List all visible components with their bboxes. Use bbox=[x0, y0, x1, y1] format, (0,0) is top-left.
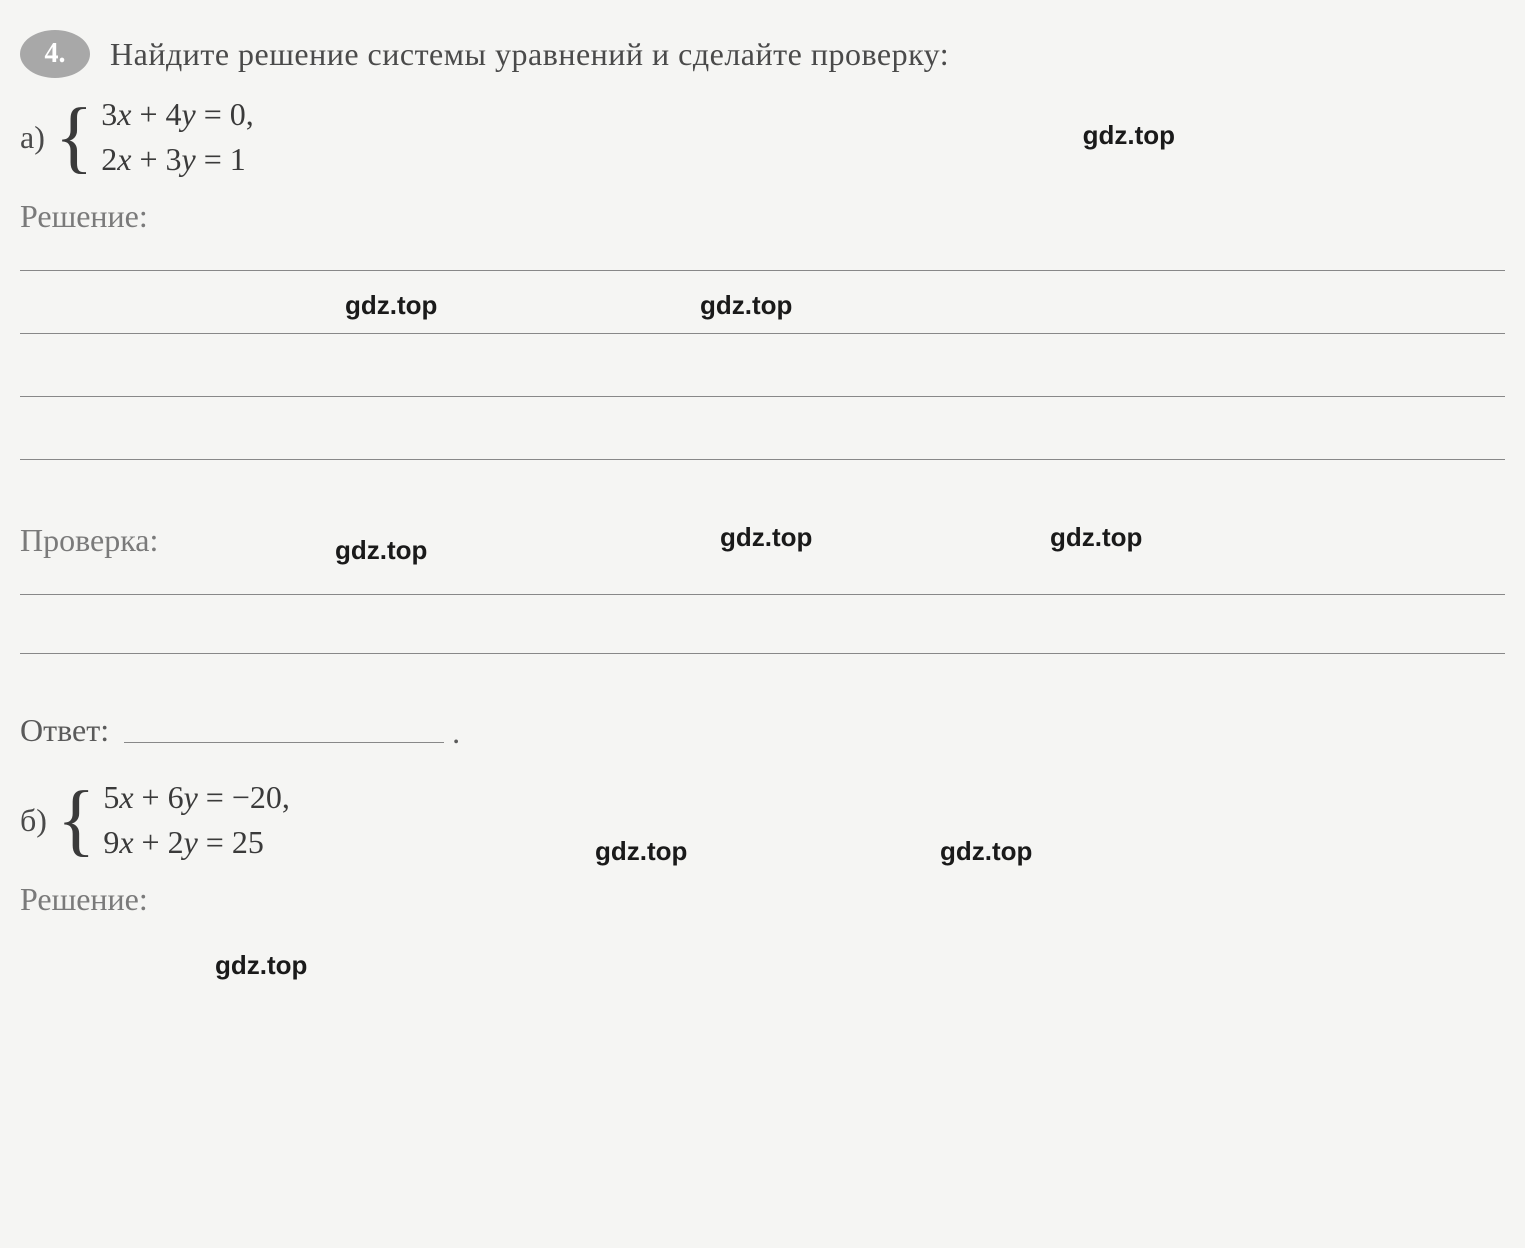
answer-section-a: Ответ: . bbox=[20, 712, 1505, 749]
brace-container-a: { 3x + 4y = 0, 2x + 3y = 1 bbox=[55, 96, 254, 178]
blank-line bbox=[20, 653, 1505, 654]
equations-b: 5x + 6y = −20, 9x + 2y = 25 bbox=[103, 779, 290, 861]
answer-blank-line bbox=[124, 742, 444, 743]
solution-label-a: Решение: bbox=[20, 198, 1505, 235]
answer-period: . bbox=[452, 714, 460, 751]
problem-number: 4. bbox=[45, 38, 66, 70]
problem-instruction: Найдите решение системы уравнений и сдел… bbox=[110, 36, 949, 73]
part-a-label: а) bbox=[20, 119, 45, 156]
problem-number-badge: 4. bbox=[20, 30, 90, 78]
problem-header: 4. Найдите решение системы уравнений и с… bbox=[20, 30, 1505, 78]
check-lines-a bbox=[20, 594, 1505, 654]
watermark: gdz.top bbox=[595, 836, 687, 867]
left-brace-icon: { bbox=[55, 105, 93, 169]
watermark: gdz.top bbox=[215, 950, 307, 981]
watermark: gdz.top bbox=[1083, 120, 1175, 151]
blank-line bbox=[20, 459, 1505, 460]
watermark: gdz.top bbox=[335, 535, 427, 566]
brace-container-b: { 5x + 6y = −20, 9x + 2y = 25 bbox=[57, 779, 290, 861]
watermark: gdz.top bbox=[700, 290, 792, 321]
blank-line bbox=[20, 333, 1505, 334]
watermark: gdz.top bbox=[940, 836, 1032, 867]
part-a-system: а) { 3x + 4y = 0, 2x + 3y = 1 bbox=[20, 96, 1505, 178]
equations-a: 3x + 4y = 0, 2x + 3y = 1 bbox=[101, 96, 254, 178]
solution-label-b: Решение: bbox=[20, 881, 1505, 918]
watermark: gdz.top bbox=[345, 290, 437, 321]
answer-label: Ответ: bbox=[20, 712, 109, 749]
watermark: gdz.top bbox=[1050, 522, 1142, 553]
part-b-label: б) bbox=[20, 802, 47, 839]
watermark: gdz.top bbox=[720, 522, 812, 553]
blank-line bbox=[20, 396, 1505, 397]
equation-b-1: 5x + 6y = −20, bbox=[103, 779, 290, 816]
left-brace-icon: { bbox=[57, 788, 95, 852]
part-b-system: б) { 5x + 6y = −20, 9x + 2y = 25 bbox=[20, 779, 1505, 861]
equation-b-2: 9x + 2y = 25 bbox=[103, 824, 290, 861]
blank-line bbox=[20, 270, 1505, 271]
equation-a-2: 2x + 3y = 1 bbox=[101, 141, 254, 178]
equation-a-1: 3x + 4y = 0, bbox=[101, 96, 254, 133]
blank-line bbox=[20, 594, 1505, 595]
